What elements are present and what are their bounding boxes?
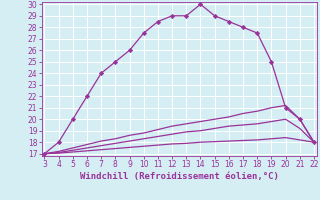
X-axis label: Windchill (Refroidissement éolien,°C): Windchill (Refroidissement éolien,°C) xyxy=(80,172,279,181)
